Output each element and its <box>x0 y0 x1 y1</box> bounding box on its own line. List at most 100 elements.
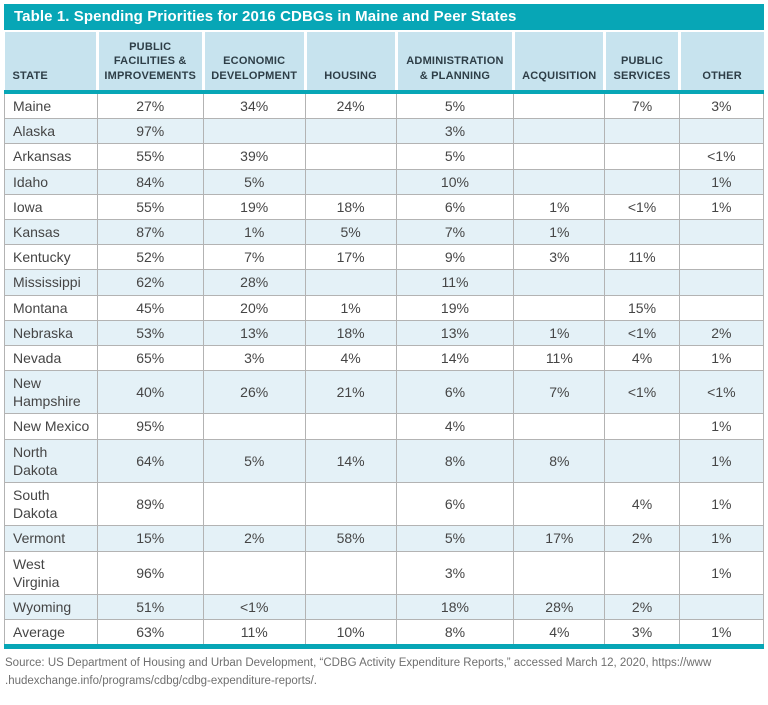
value-cell <box>604 413 680 440</box>
value-cell <box>513 294 606 321</box>
column-header: OTHER <box>677 32 764 94</box>
table-row: Nevada 65% 3% 4% 14% 11% 4% 1% <box>4 344 765 372</box>
state-cell: Iowa <box>4 193 98 220</box>
table-row: New Hampshire 40% 26% 21% 6% 7% <1% <1% <box>4 370 765 415</box>
column-header: PUBLIC FACILITIES & IMPROVEMENTS <box>95 32 204 94</box>
value-cell <box>513 269 606 296</box>
state-cell: South Dakota <box>4 481 98 527</box>
value-cell <box>604 143 680 170</box>
value-cell <box>304 143 397 170</box>
table-row: Vermont 15% 2% 58% 5% 17% 2% 1% <box>4 525 765 552</box>
state-cell: New Mexico <box>4 413 98 440</box>
value-cell: 7% <box>604 91 680 120</box>
value-cell: 10% <box>395 168 515 195</box>
value-cell: 13% <box>395 319 515 346</box>
table-header: STATE PUBLIC FACILITIES & IMPROVEMENTS ECO… <box>4 32 764 94</box>
column-header: STATE <box>4 32 98 94</box>
value-cell: <1% <box>202 593 306 621</box>
value-cell: 6% <box>395 481 515 527</box>
value-cell: 19% <box>395 294 515 321</box>
value-cell <box>513 413 606 440</box>
value-cell <box>678 269 765 296</box>
state-cell: Maine <box>4 91 98 120</box>
value-cell: 51% <box>96 593 204 621</box>
header-row: STATE PUBLIC FACILITIES & IMPROVEMENTS ECO… <box>4 32 764 94</box>
value-cell: 45% <box>96 294 204 321</box>
value-cell: 1% <box>202 218 306 246</box>
value-cell: 10% <box>304 619 397 648</box>
table-row: Mississippi 62% 28% 11% <box>4 269 765 296</box>
value-cell: 9% <box>395 244 515 271</box>
value-cell: 1% <box>678 481 765 527</box>
value-cell: 15% <box>96 525 204 552</box>
column-header: ADMINISTRATION & PLANNING <box>394 32 514 94</box>
value-cell <box>604 438 680 484</box>
table-row: Iowa 55% 19% 18% 6% 1% <1% 1% <box>4 193 765 220</box>
value-cell <box>678 244 765 271</box>
value-cell <box>304 168 397 195</box>
value-cell: 27% <box>96 91 204 120</box>
value-cell: 2% <box>202 525 306 552</box>
value-cell <box>604 550 680 595</box>
table-title-bar: Table 1. Spending Priorities for 2016 CD… <box>4 4 764 30</box>
state-cell: Average <box>4 619 98 648</box>
state-cell: Idaho <box>4 168 98 195</box>
source-line: .hudexchange.info/programs/cdbg/cdbg-exp… <box>5 675 317 688</box>
value-cell <box>304 593 397 621</box>
state-cell: Kentucky <box>4 244 98 271</box>
value-cell: 58% <box>304 525 397 552</box>
value-cell: 1% <box>678 550 765 595</box>
value-cell: 62% <box>96 269 204 296</box>
value-cell: 17% <box>513 525 606 552</box>
table-row: Average 63% 11% 10% 8% 4% 3% 1% <box>4 619 765 648</box>
state-cell: New Hampshire <box>4 370 98 415</box>
value-cell: 6% <box>395 370 515 415</box>
state-cell: Mississippi <box>4 269 98 296</box>
value-cell: 26% <box>202 370 306 415</box>
value-cell: 11% <box>513 344 606 372</box>
value-cell <box>513 168 606 195</box>
value-cell: 11% <box>395 269 515 296</box>
value-cell: 18% <box>395 593 515 621</box>
value-cell <box>304 550 397 595</box>
value-cell: 53% <box>96 319 204 346</box>
state-cell: Arkansas <box>4 143 98 170</box>
value-cell: 4% <box>604 481 680 527</box>
value-cell: 20% <box>202 294 306 321</box>
state-cell: North Dakota <box>4 438 98 484</box>
value-cell: 11% <box>202 619 306 648</box>
value-cell <box>513 91 606 120</box>
value-cell: 3% <box>395 118 515 145</box>
value-cell: 65% <box>96 344 204 372</box>
value-cell: 6% <box>395 193 515 220</box>
value-cell: 4% <box>513 619 606 648</box>
table-row: Maine 27% 34% 24% 5% 7% 3% <box>4 91 765 120</box>
value-cell: 55% <box>96 143 204 170</box>
state-cell: Montana <box>4 294 98 321</box>
value-cell <box>604 269 680 296</box>
value-cell: 18% <box>304 319 397 346</box>
value-cell <box>513 481 606 527</box>
value-cell: 15% <box>604 294 680 321</box>
value-cell: 64% <box>96 438 204 484</box>
column-header: ECONOMIC DEVELOPMENT <box>201 32 306 94</box>
value-cell: 1% <box>678 525 765 552</box>
value-cell: <1% <box>678 143 765 170</box>
value-cell: 63% <box>96 619 204 648</box>
value-cell: 84% <box>96 168 204 195</box>
value-cell: 3% <box>513 244 606 271</box>
value-cell <box>604 118 680 145</box>
value-cell: 1% <box>678 619 765 648</box>
column-header: ACQUISITION <box>512 32 605 94</box>
value-cell: <1% <box>604 319 680 346</box>
table-row: Idaho 84% 5% 10% 1% <box>4 168 765 195</box>
table-row: Wyoming 51% <1% 18% 28% 2% <box>4 593 765 621</box>
state-cell: Kansas <box>4 218 98 246</box>
value-cell: 1% <box>678 193 765 220</box>
value-cell: 8% <box>395 438 515 484</box>
column-header: HOUSING <box>303 32 397 94</box>
value-cell: 11% <box>604 244 680 271</box>
value-cell: 19% <box>202 193 306 220</box>
value-cell: 1% <box>513 319 606 346</box>
